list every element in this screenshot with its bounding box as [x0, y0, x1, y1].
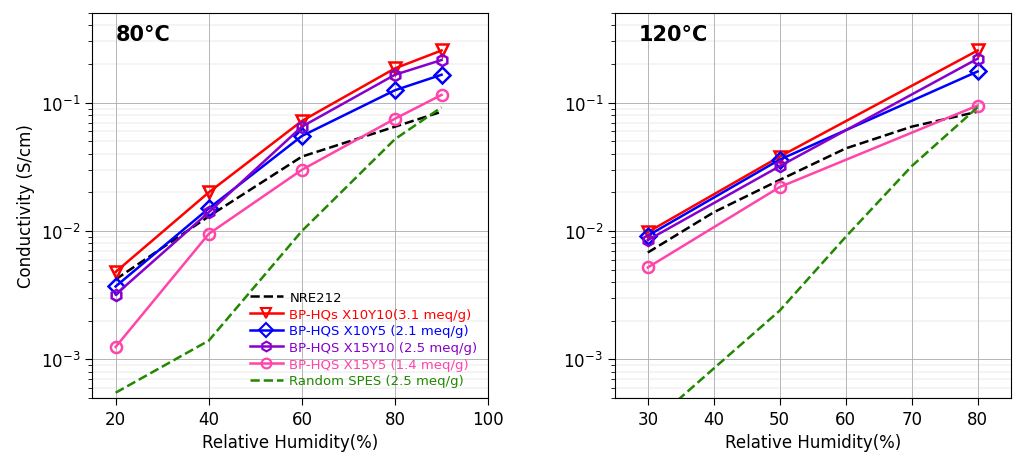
Text: 80°C: 80°C — [116, 25, 171, 45]
X-axis label: Relative Humidity(%): Relative Humidity(%) — [202, 433, 379, 451]
Legend: NRE212, BP-HQs X10Y10(3.1 meq/g), BP-HQS X10Y5 (2.1 meq/g), BP-HQS X15Y10 (2.5 m: NRE212, BP-HQs X10Y10(3.1 meq/g), BP-HQS… — [246, 288, 481, 392]
Text: 120°C: 120°C — [638, 25, 708, 45]
X-axis label: Relative Humidity(%): Relative Humidity(%) — [724, 433, 901, 451]
Y-axis label: Conductivity (S/cm): Conductivity (S/cm) — [17, 124, 36, 288]
